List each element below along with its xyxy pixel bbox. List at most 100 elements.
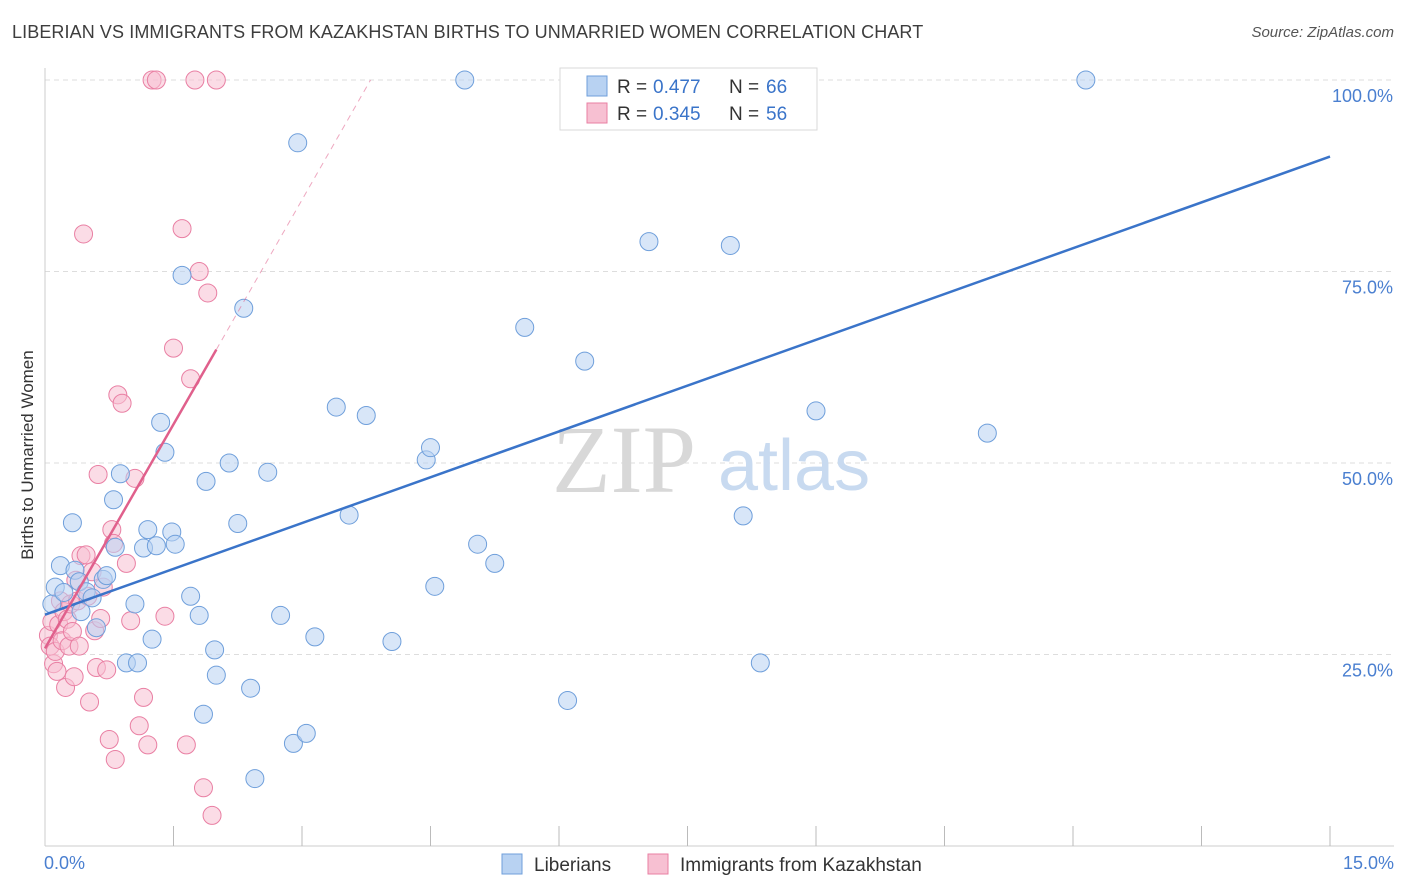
bottom-legend-liberians: Liberians [534, 855, 611, 876]
bottom-legend-kazakhstan: Immigrants from Kazakhstan [680, 855, 922, 876]
x-tick-label-max: 15.0% [1343, 853, 1394, 873]
bottom-legend-swatch-liberians [501, 853, 523, 875]
liberian-point [110, 464, 130, 484]
kazakhstan-point [155, 606, 175, 626]
liberian-point [151, 412, 171, 432]
liberian-point [425, 576, 445, 596]
liberian-point [326, 397, 346, 417]
kazakhstan-point [64, 667, 84, 687]
kazakhstan-point [193, 778, 213, 798]
liberian-point [146, 536, 166, 556]
kazakhstan-point [74, 224, 94, 244]
liberian-point [806, 401, 826, 421]
liberian-point [97, 566, 117, 586]
liberian-point [193, 704, 213, 724]
kazakhstan-point [198, 283, 218, 303]
correlation-legend: R = 0.477 N = 66 R = 0.345 N = 56 [559, 67, 818, 131]
liberian-point [1076, 70, 1096, 90]
x-axis: 0.0% 15.0% [44, 68, 1394, 873]
liberians-trend-line [44, 155, 1331, 616]
liberian-point [271, 605, 291, 625]
legend-n-label-blue: N = [729, 77, 759, 98]
kazakhstan-point [164, 338, 183, 358]
liberian-point [104, 490, 124, 510]
gridlines [45, 79, 1394, 655]
liberian-point [62, 513, 82, 533]
kazakhstan-point [202, 805, 222, 825]
bottom-legend-swatch-kazakhstan [647, 853, 669, 875]
kazakhstan-point [146, 70, 166, 90]
y-tick-label-1: 50.0% [1342, 469, 1393, 489]
liberian-point [356, 406, 376, 426]
kazakhstan-point [129, 716, 149, 736]
chart-title: LIBERIAN VS IMMIGRANTS FROM KAZAKHSTAN B… [12, 22, 924, 42]
liberian-point [750, 653, 770, 673]
y-tick-label-3: 100.0% [1332, 86, 1393, 106]
liberian-point [189, 605, 209, 625]
x-tick-label-min: 0.0% [44, 853, 85, 873]
kazakhstan-point [69, 636, 89, 656]
kazakhstan-point [121, 611, 141, 631]
liberian-point [196, 471, 216, 491]
legend-n-value-blue: 66 [766, 77, 787, 98]
y-axis-label: Births to Unmarried Women [18, 350, 37, 559]
liberian-point [468, 534, 488, 554]
watermark-atlas: atlas [718, 426, 870, 506]
liberian-point [54, 582, 74, 602]
liberian-point [977, 423, 997, 443]
kazakhstan-trend-extension [215, 79, 371, 350]
y-tick-label-2: 75.0% [1342, 278, 1393, 298]
liberian-point [206, 665, 226, 685]
liberian-point [558, 690, 578, 710]
y-tick-label-0: 25.0% [1342, 661, 1393, 681]
legend-n-label-pink: N = [729, 104, 759, 125]
legend-r-value-pink: 0.345 [653, 104, 701, 125]
kazakhstan-point [47, 661, 67, 681]
chart-source: Source: ZipAtlas.com [1251, 24, 1394, 41]
legend-r-label-pink: R = [617, 104, 647, 125]
kazakhstan-point [105, 749, 125, 769]
kazakhstan-point [76, 545, 96, 565]
kazakhstan-point [138, 735, 158, 755]
liberian-point [128, 653, 148, 673]
legend-swatch-blue [586, 75, 608, 97]
kazakhstan-point [112, 393, 132, 413]
liberian-point [733, 506, 753, 526]
kazakhstan-point [189, 262, 209, 281]
liberian-point [455, 70, 475, 90]
liberian-point [138, 520, 158, 540]
trend-lines [43, 79, 1331, 649]
liberian-point [515, 317, 535, 337]
liberian-point [421, 438, 440, 458]
liberian-point [575, 351, 595, 371]
kazakhstan-point [206, 70, 226, 90]
bottom-legend: Liberians Immigrants from Kazakhstan [501, 853, 922, 876]
liberian-point [142, 629, 162, 649]
kazakhstan-point [176, 735, 196, 755]
liberian-point [258, 462, 278, 482]
liberian-point [720, 235, 740, 255]
liberian-point [485, 553, 505, 573]
liberian-point [125, 594, 145, 614]
legend-n-value-pink: 56 [766, 104, 787, 125]
kazakhstan-point [172, 219, 192, 239]
kazakhstan-point [80, 692, 100, 712]
liberian-point [219, 453, 239, 473]
liberian-point [305, 627, 325, 647]
kazakhstan-trend-line [43, 349, 218, 649]
legend-r-label-blue: R = [617, 77, 647, 98]
watermark-zip: ZIP [552, 406, 696, 513]
liberian-point [241, 678, 261, 698]
liberian-point [105, 537, 125, 557]
kazakhstan-point [134, 687, 154, 707]
liberian-point [382, 631, 402, 651]
liberian-point [205, 640, 225, 660]
liberian-point [296, 723, 316, 743]
liberian-point [86, 618, 106, 638]
kazakhstan-point [185, 70, 205, 90]
kazakhstan-point [116, 553, 136, 573]
liberian-point [639, 232, 659, 252]
liberian-point [283, 733, 303, 753]
legend-r-value-blue: 0.477 [653, 77, 701, 98]
